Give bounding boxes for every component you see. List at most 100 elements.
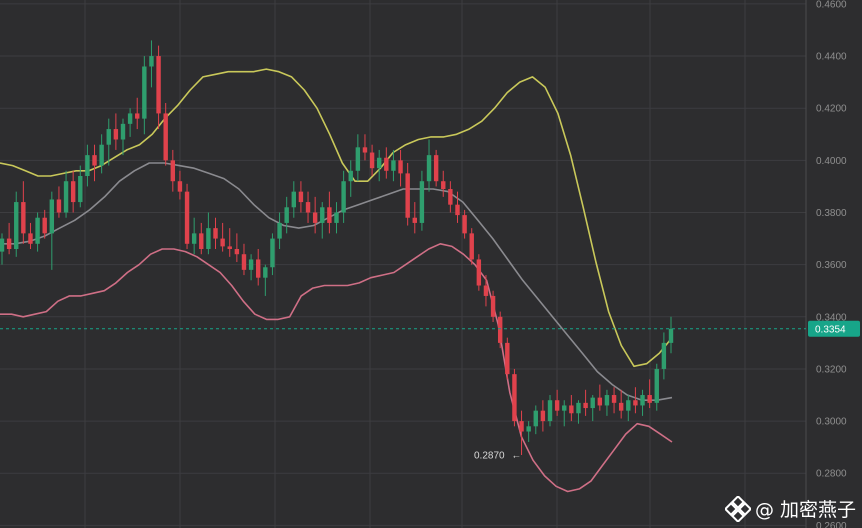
candle-body <box>241 254 247 270</box>
candle <box>6 222 12 255</box>
candle-body <box>213 228 218 239</box>
candle <box>320 202 325 239</box>
y-tick-label: 0.3000 <box>816 417 847 428</box>
candle-body <box>412 217 417 223</box>
candle <box>206 212 211 255</box>
candle <box>241 243 247 276</box>
candle <box>21 181 26 244</box>
candle-body <box>270 238 275 268</box>
y-tick-label: 0.4400 <box>816 52 847 63</box>
y-axis: 0.4600 0.4400 0.4200 0.4000 0.3800 0.3600 0.34… <box>816 0 847 528</box>
candle-body <box>199 233 204 250</box>
candle <box>28 222 33 250</box>
candle <box>35 212 40 252</box>
current-price-label: 0.3354 <box>815 324 846 335</box>
candle <box>14 191 19 257</box>
candle-body <box>298 191 304 203</box>
candle <box>191 217 197 255</box>
y-tick-label: 0.2600 <box>816 521 847 528</box>
candle <box>626 395 631 422</box>
y-tick-label: 0.3800 <box>816 208 847 219</box>
candle-body <box>0 238 5 252</box>
candle <box>142 56 147 135</box>
candle <box>441 170 446 197</box>
candle-body <box>92 155 97 166</box>
candle-body <box>654 368 659 403</box>
candle-body <box>234 249 240 255</box>
candle <box>298 181 304 213</box>
candle-body <box>106 129 111 145</box>
candle <box>99 134 104 174</box>
candle <box>220 222 225 252</box>
candle-body <box>184 191 190 244</box>
candle <box>640 389 645 416</box>
candle <box>234 233 240 263</box>
candle <box>263 264 268 296</box>
candle <box>334 202 339 234</box>
candle-body <box>177 181 183 192</box>
watermark-text: @ 加密燕子 <box>754 499 856 521</box>
candle <box>469 228 474 265</box>
candle <box>569 395 574 422</box>
candle-body <box>369 152 375 169</box>
candle-body <box>441 181 446 190</box>
candle-body <box>469 233 474 260</box>
candle-body <box>14 202 19 250</box>
candle <box>661 332 667 380</box>
candle-body <box>206 228 211 250</box>
candle-body <box>647 395 652 403</box>
candle-body <box>284 207 289 223</box>
candle-body <box>127 113 133 124</box>
candle-body <box>462 215 467 234</box>
candle-body <box>248 259 254 270</box>
candle <box>412 202 417 234</box>
candle <box>106 118 111 166</box>
candle <box>376 149 382 182</box>
candle-body <box>63 181 69 213</box>
candle <box>533 405 538 435</box>
candle <box>312 196 318 234</box>
candle <box>362 134 368 161</box>
candle <box>70 170 76 213</box>
candle <box>127 108 133 137</box>
candle-body <box>334 212 339 223</box>
y-tick-label: 0.4600 <box>816 0 847 10</box>
candle <box>590 395 595 422</box>
candle <box>668 316 674 354</box>
candle-body <box>547 400 553 422</box>
candle <box>56 186 62 218</box>
candle <box>348 160 353 197</box>
candle <box>490 290 496 323</box>
candle <box>369 144 375 176</box>
candle-body <box>533 410 538 427</box>
candle-body <box>583 402 588 409</box>
candle-body <box>433 155 439 182</box>
candle-body <box>142 66 147 119</box>
candle <box>398 149 403 187</box>
candle-body <box>455 204 460 216</box>
candle <box>277 212 282 250</box>
y-tick-label: 0.4200 <box>816 104 847 115</box>
candle <box>448 181 453 213</box>
candle <box>270 233 275 276</box>
candle-body <box>505 342 510 375</box>
candle <box>618 389 624 419</box>
candle <box>163 102 168 166</box>
candle-body <box>490 295 496 317</box>
candle-body <box>419 181 425 223</box>
candle <box>505 337 510 380</box>
candle <box>213 217 218 250</box>
candle-body <box>668 328 674 343</box>
candle <box>426 139 432 192</box>
candle-body <box>163 113 168 161</box>
candle-body <box>85 155 90 176</box>
candle-body <box>28 233 33 244</box>
candle-body <box>611 395 617 403</box>
candle-body <box>320 207 325 223</box>
candle <box>341 170 346 223</box>
low-price-annotation: 0.2870 ← <box>474 450 521 461</box>
candle-body <box>398 160 403 174</box>
candle-body <box>391 160 396 171</box>
